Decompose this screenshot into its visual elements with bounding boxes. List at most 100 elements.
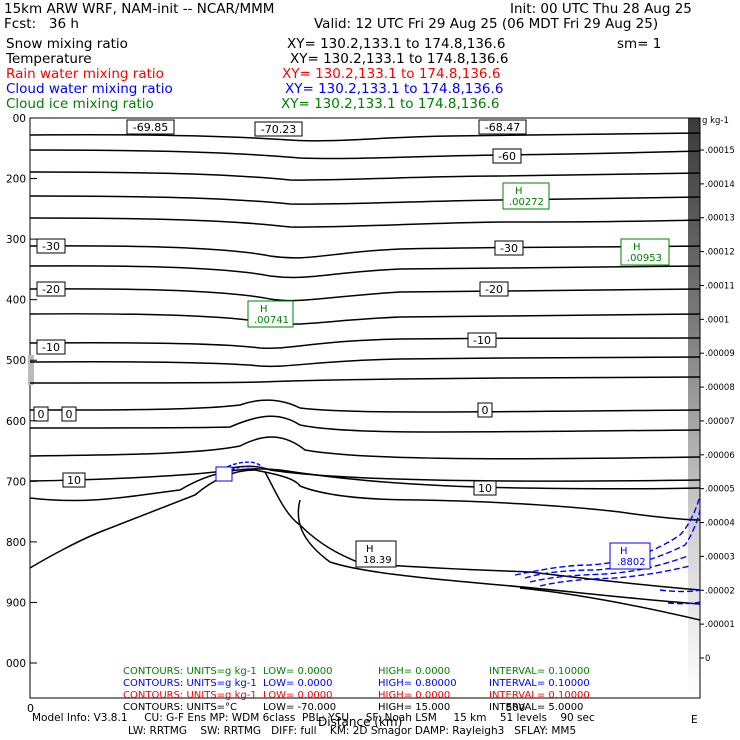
svg-text:INTERVAL= 0.10000: INTERVAL= 0.10000 — [489, 690, 590, 701]
svg-text:HIGH= 0.0000: HIGH= 0.0000 — [378, 666, 450, 677]
svg-text:LOW= 0.0000: LOW= 0.0000 — [263, 666, 333, 677]
colorbar-label: .00014 — [705, 180, 735, 190]
temp-label: 10 — [62, 472, 86, 488]
isotherm-line — [29, 149, 701, 160]
svg-text:H: H — [633, 242, 641, 253]
isotherm-line — [264, 471, 701, 591]
isotherm-line — [29, 376, 701, 384]
isotherm-line — [29, 132, 701, 142]
svg-text:H: H — [620, 546, 628, 557]
isotherm-line — [29, 195, 701, 205]
y-tick-label: 200 — [6, 174, 26, 186]
isotherms — [29, 132, 701, 621]
svg-text:-10: -10 — [42, 341, 60, 354]
colorbar-unit: g kg-1 — [702, 116, 729, 126]
x-tick-label-500: 500 — [506, 703, 525, 714]
svg-text:0: 0 — [482, 404, 489, 417]
isotherm-line — [29, 399, 701, 413]
svg-text:HIGH= 0.0000: HIGH= 0.0000 — [378, 690, 450, 701]
y-axis: 00 200 300 400 500 600 700 800 900 000 — [6, 113, 37, 670]
temp-label: -30 — [36, 238, 66, 254]
temp-labels: -69.85 -70.23 -68.47 -60 -30 -30 -20 -20… — [33, 119, 527, 496]
svg-text:0: 0 — [66, 408, 73, 421]
svg-text:-30: -30 — [500, 242, 518, 255]
model-title: 15km ARW WRF, NAM-init -- NCAR/MMM — [4, 1, 275, 17]
colorbar-label: .00008 — [705, 383, 735, 393]
y-tick-label: 000 — [6, 658, 26, 670]
svg-text:LOW= -70.000: LOW= -70.000 — [263, 702, 336, 713]
high-label: H .00272 — [502, 182, 550, 210]
isotherm-line — [29, 265, 701, 279]
svg-text:CONTOURS: UNITS=g kg-1: CONTOURS: UNITS=g kg-1 — [123, 690, 257, 701]
colorbar-label: .00002 — [705, 586, 735, 596]
x-right-label: E — [691, 714, 698, 726]
isotherm-line — [29, 217, 701, 228]
svg-text:.8802: .8802 — [617, 557, 646, 568]
y-tick-label: 800 — [6, 537, 26, 549]
temp-label: -30 — [494, 240, 524, 256]
svg-text:CONTOURS: UNITS=g kg-1: CONTOURS: UNITS=g kg-1 — [123, 678, 257, 689]
temp-label: -20 — [36, 281, 66, 297]
cloud-water-line — [667, 601, 701, 605]
svg-text:H: H — [515, 186, 523, 197]
svg-text:INTERVAL= 5.0000: INTERVAL= 5.0000 — [489, 702, 583, 713]
svg-text:H: H — [366, 544, 374, 555]
temp-label: -70.23 — [254, 121, 303, 137]
isotherm-line — [297, 499, 701, 605]
isotherm-line — [29, 468, 701, 502]
high-label: H 18.39 — [355, 540, 397, 568]
svg-text:CONTOURS: UNITS=°C: CONTOURS: UNITS=°C — [123, 702, 237, 713]
temp-label: -20 — [479, 281, 509, 297]
contour-info-row: CONTOURS: UNITS=g kg-1 LOW= 0.0000 HIGH=… — [123, 690, 590, 701]
colorbar-label: .00012 — [705, 248, 735, 258]
svg-text:-60: -60 — [498, 150, 516, 163]
field-name-temperature: Temperature — [6, 51, 92, 67]
init-time: Init: 00 UTC Thu 28 Aug 25 — [510, 1, 692, 17]
isotherm-line — [29, 356, 701, 368]
svg-text:10: 10 — [67, 474, 81, 487]
cloud-water-line — [539, 565, 691, 587]
high-labels: H .00272 H .00953 H .00741 H 18.39 H .88… — [215, 182, 670, 570]
svg-text:-68.47: -68.47 — [485, 121, 520, 134]
colorbar-label: .00009 — [705, 349, 735, 359]
x-tick-label: 0 — [27, 702, 34, 715]
colorbar-labels: .00015 .00014 .00013 .00012 .00011 .0001 .0000… — [700, 146, 735, 664]
y-tick-label: 900 — [6, 597, 26, 609]
temp-label: -10 — [467, 332, 497, 348]
y-tick-label: 400 — [6, 295, 26, 307]
svg-text:18.39: 18.39 — [363, 555, 392, 566]
high-label: H .00741 — [247, 300, 294, 328]
high-label: H .8802 — [609, 542, 651, 570]
colorbar-label: .00015 — [705, 146, 735, 156]
svg-text:10: 10 — [478, 482, 492, 495]
plot-frame — [29, 117, 701, 699]
isotherm-line — [29, 415, 701, 433]
temp-label: 10 — [473, 480, 497, 496]
svg-text:HIGH= 0.80000: HIGH= 0.80000 — [378, 678, 457, 689]
cloud-water-line — [659, 589, 701, 593]
temp-label: -60 — [492, 148, 522, 164]
temp-label: -69.85 — [126, 119, 175, 135]
colorbar-label: .00005 — [705, 485, 735, 495]
isotherm-line — [29, 171, 701, 181]
cloud-water-line — [231, 465, 253, 471]
isotherm-line — [29, 245, 701, 259]
field-name-rain: Rain water mixing ratio — [6, 66, 164, 82]
svg-text:INTERVAL= 0.10000: INTERVAL= 0.10000 — [489, 666, 590, 677]
y-tick-label: 300 — [6, 234, 26, 246]
field-xy-cloud-water: XY= 130.2,133.1 to 174.8,136.6 — [285, 81, 504, 97]
y-tick-label: 700 — [6, 476, 26, 488]
field-xy-cloud-ice: XY= 130.2,133.1 to 174.8,136.6 — [281, 96, 500, 112]
svg-text:H: H — [260, 304, 268, 315]
colorbar-strip — [688, 118, 700, 698]
svg-text:-10: -10 — [473, 334, 491, 347]
cloud-water-marker — [215, 466, 233, 482]
temp-label: -10 — [36, 339, 66, 355]
isotherm-line — [29, 313, 701, 325]
isotherm-line — [29, 288, 701, 302]
colorbar-label: .00001 — [705, 620, 735, 630]
colorbar-label: .00006 — [705, 451, 735, 461]
valid-time: Valid: 12 UTC Fri 29 Aug 25 (06 MDT Fri … — [314, 16, 659, 32]
field-xy-rain: XY= 130.2,133.1 to 174.8,136.6 — [282, 66, 501, 82]
colorbar-label: .0001 — [705, 315, 729, 325]
